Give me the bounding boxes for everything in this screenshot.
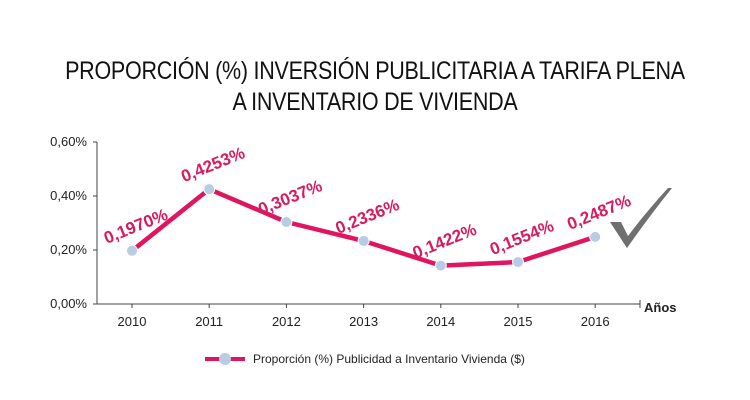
x-tick-label: 2016 bbox=[581, 314, 610, 329]
x-tick-label: 2015 bbox=[504, 314, 533, 329]
data-label: 0,1970% bbox=[101, 205, 170, 248]
checkmark-icon bbox=[610, 188, 672, 248]
y-tick-label: 0,20% bbox=[50, 242, 87, 257]
legend: Proporción (%) Publicidad a Inventario V… bbox=[205, 350, 525, 368]
chart-title-line-1: PROPORCIÓN (%) INVERSIÓN PUBLICITARIA A … bbox=[65, 57, 685, 85]
x-tick-label: 2014 bbox=[426, 314, 455, 329]
data-point bbox=[512, 256, 524, 269]
data-point bbox=[589, 230, 602, 243]
legend-label: Proporción (%) Publicidad a Inventario V… bbox=[253, 352, 525, 366]
y-tick-label: 0,00% bbox=[50, 296, 87, 311]
x-tick-label: 2011 bbox=[195, 314, 223, 329]
chart-title-line-2: A INVENTARIO DE VIVIENDA bbox=[232, 88, 518, 116]
data-point bbox=[126, 244, 138, 257]
x-axis-title: Años bbox=[644, 300, 677, 315]
y-tick-label: 0,60% bbox=[50, 134, 87, 149]
data-label: 0,1422% bbox=[410, 220, 479, 263]
x-tick-label: 2010 bbox=[118, 314, 147, 329]
data-point bbox=[434, 259, 447, 272]
y-tick-label: 0,40% bbox=[50, 188, 87, 203]
data-point bbox=[280, 216, 293, 229]
data-point bbox=[203, 183, 216, 196]
legend-swatch bbox=[205, 352, 245, 366]
legend-marker-sample bbox=[219, 353, 231, 365]
x-tick-label: 2012 bbox=[272, 314, 301, 329]
data-label: 0,4253% bbox=[178, 143, 247, 186]
x-tick-label: 2013 bbox=[349, 314, 378, 329]
data-label: 0,2336% bbox=[333, 195, 402, 238]
data-point bbox=[357, 234, 370, 247]
chart-title: PROPORCIÓN (%) INVERSIÓN PUBLICITARIA A … bbox=[53, 56, 698, 118]
data-label: 0,3037% bbox=[256, 176, 325, 219]
